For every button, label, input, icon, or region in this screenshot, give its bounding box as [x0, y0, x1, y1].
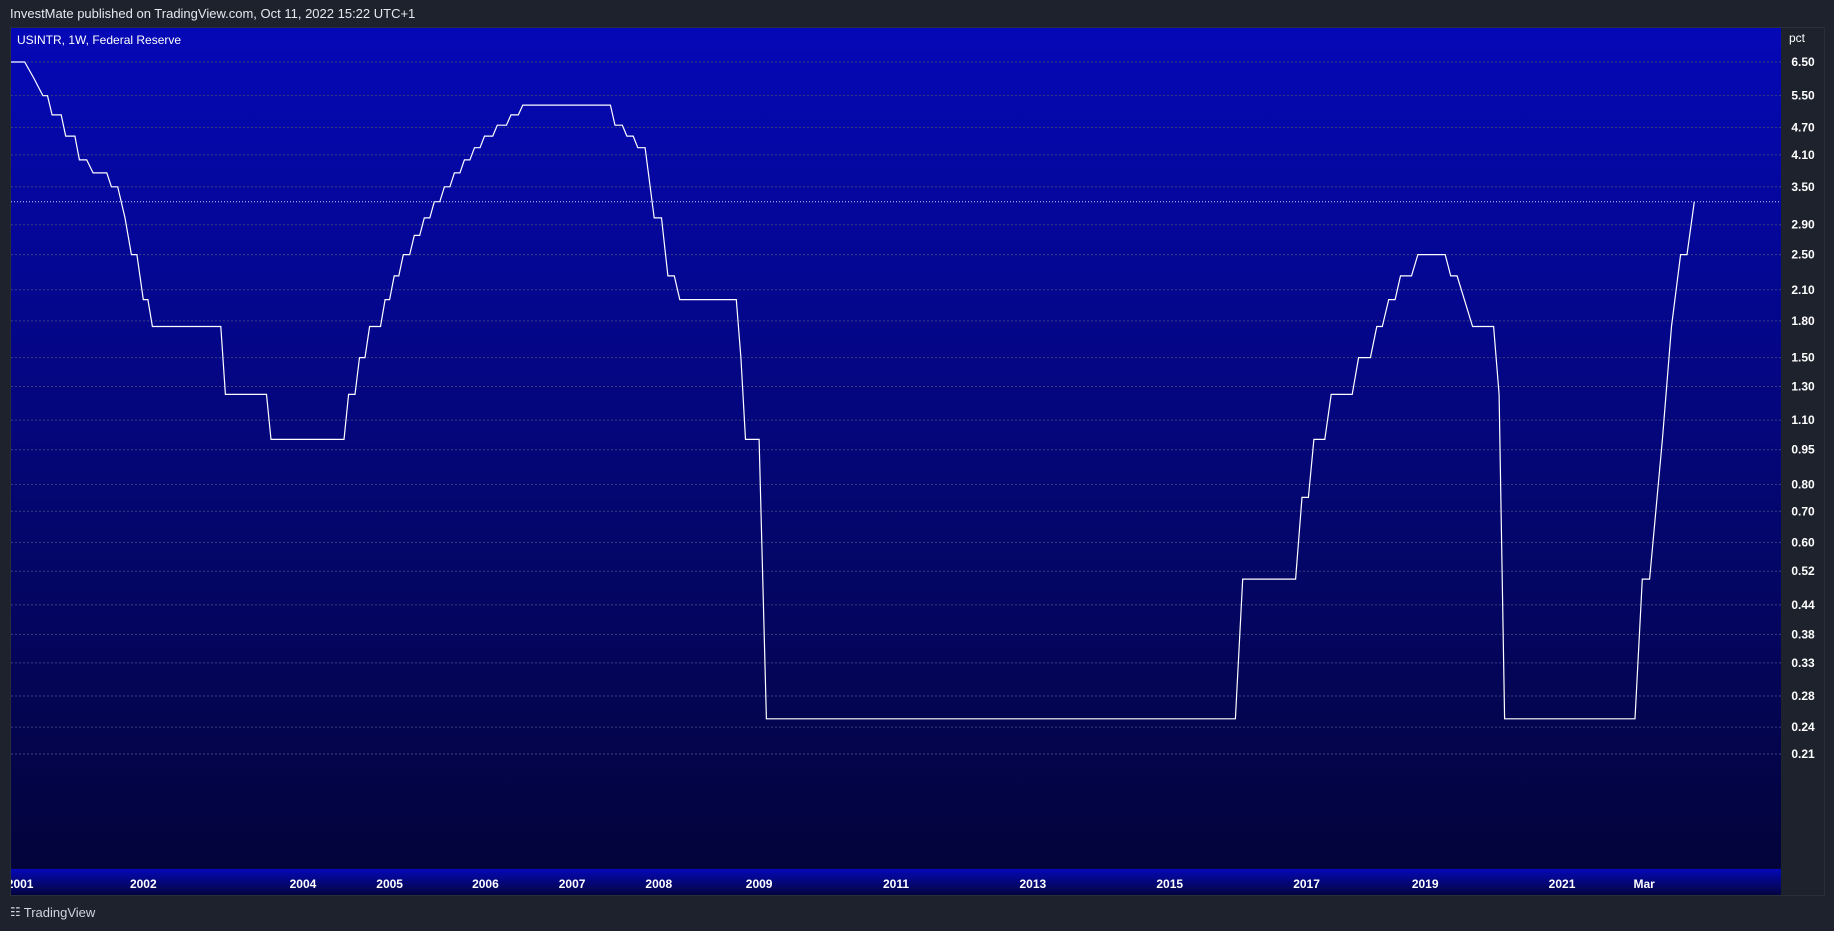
price-axis-background[interactable]	[1781, 28, 1825, 896]
tradingview-logo-icon: ☷	[10, 905, 21, 919]
x-tick-label: 2004	[290, 877, 317, 891]
x-tick-label: 2007	[559, 877, 586, 891]
y-tick-label: 0.21	[1791, 747, 1815, 761]
time-axis-ticks: 2001 2002 2004 2005 2006 2007 2008 2009 2011 2013…	[11, 877, 1655, 891]
y-tick-label: 0.44	[1791, 598, 1815, 612]
y-tick-label: 4.70	[1791, 120, 1815, 134]
x-tick-label: Mar	[1633, 877, 1655, 891]
x-tick-label: 2019	[1412, 877, 1439, 891]
price-axis-ticks: 0.21 0.24 0.28 0.33 0.38 0.44 0.52 0.60 0.70 0.80…	[1791, 55, 1815, 761]
unit-label: pct	[1789, 31, 1806, 45]
y-tick-label: 2.90	[1791, 218, 1815, 232]
y-tick-label: 1.10	[1791, 413, 1815, 427]
y-tick-label: 5.50	[1791, 89, 1815, 103]
y-tick-label: 0.80	[1791, 477, 1815, 491]
series-line	[11, 61, 1695, 720]
y-tick-label: 0.52	[1791, 564, 1815, 578]
y-tick-label: 0.28	[1791, 689, 1815, 703]
footer-brand[interactable]: ☷ TradingView	[10, 903, 95, 921]
x-tick-label: 2015	[1156, 877, 1183, 891]
y-tick-label: 1.80	[1791, 314, 1815, 328]
x-tick-label: 2021	[1549, 877, 1576, 891]
plot-background	[11, 28, 1781, 895]
x-tick-label: 2017	[1293, 877, 1320, 891]
y-tick-label: 0.38	[1791, 627, 1815, 641]
y-tick-label: 0.33	[1791, 656, 1815, 670]
y-tick-label: 2.50	[1791, 248, 1815, 262]
y-tick-label: 1.30	[1791, 379, 1815, 393]
grid-lines	[11, 61, 1781, 755]
x-tick-label: 2013	[1020, 877, 1047, 891]
x-tick-label: 2011	[883, 877, 909, 891]
y-tick-label: 6.50	[1791, 55, 1815, 69]
y-tick-label: 0.24	[1791, 720, 1815, 734]
chart-frame[interactable]: 0.21 0.24 0.28 0.33 0.38 0.44 0.52 0.60 0.70 0.80…	[10, 27, 1825, 896]
chart-svg[interactable]: 0.21 0.24 0.28 0.33 0.38 0.44 0.52 0.60 0.70 0.80…	[11, 28, 1825, 896]
time-axis-background[interactable]	[11, 869, 1781, 896]
y-tick-label: 3.50	[1791, 180, 1815, 194]
y-tick-label: 4.10	[1791, 148, 1815, 162]
x-tick-label: 2002	[130, 877, 157, 891]
brand-name: TradingView	[23, 904, 96, 920]
y-tick-label: 0.70	[1791, 504, 1815, 518]
y-tick-label: 0.95	[1791, 443, 1815, 457]
y-tick-label: 0.60	[1791, 535, 1815, 549]
symbol-label[interactable]: USINTR, 1W, Federal Reserve	[17, 33, 181, 47]
x-tick-label: 2001	[11, 877, 34, 891]
y-tick-label: 1.50	[1791, 351, 1815, 365]
x-tick-label: 2005	[376, 877, 403, 891]
x-tick-label: 2006	[472, 877, 499, 891]
publish-info: InvestMate published on TradingView.com,…	[10, 6, 416, 21]
y-tick-label: 2.10	[1791, 283, 1815, 297]
x-tick-label: 2009	[746, 877, 773, 891]
x-tick-label: 2008	[645, 877, 672, 891]
